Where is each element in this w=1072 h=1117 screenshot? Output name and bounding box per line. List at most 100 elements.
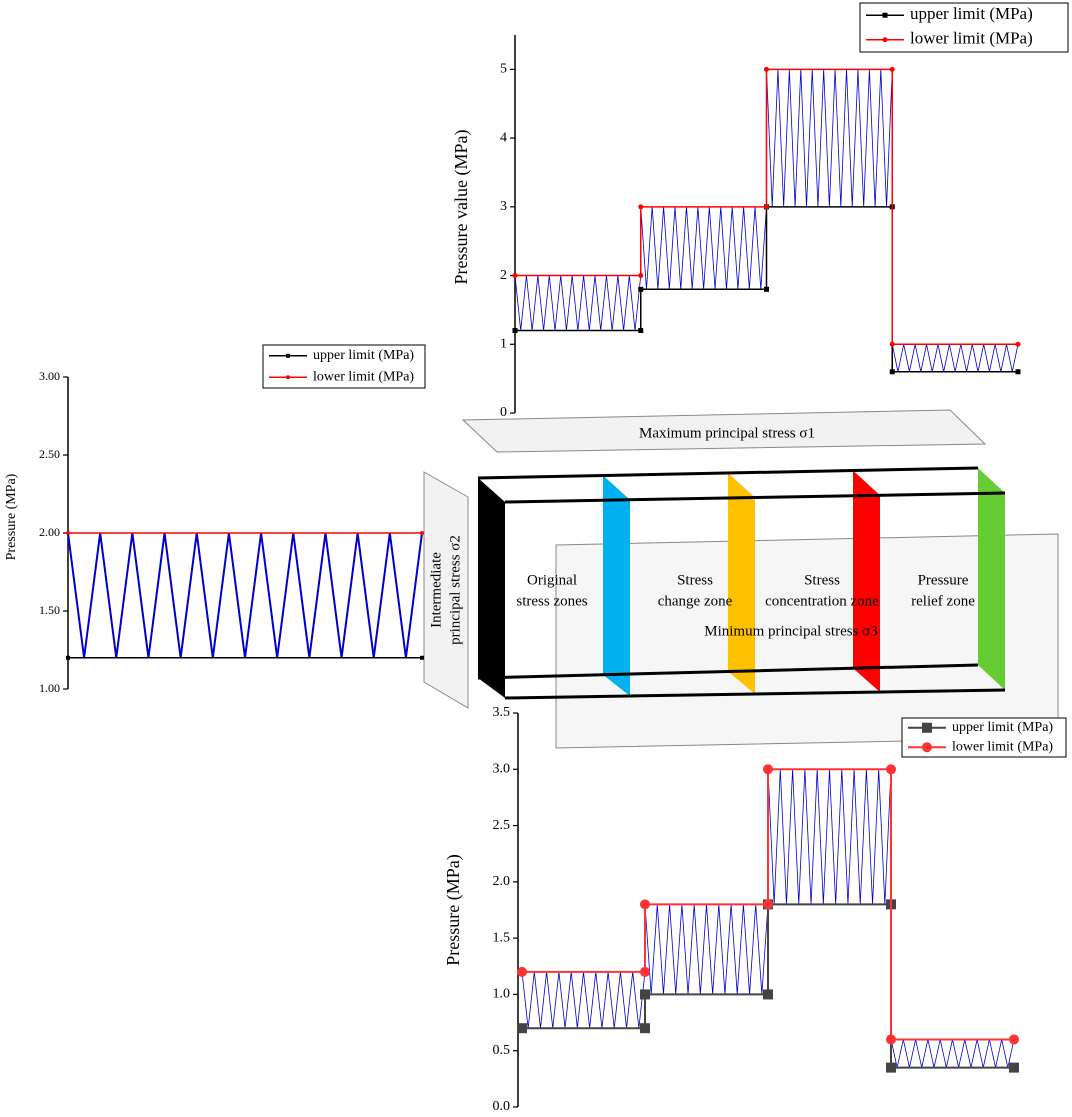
sigma2-label: Intermediate principal stress σ2 bbox=[428, 535, 463, 645]
load-wave bbox=[640, 206, 767, 290]
load-wave bbox=[767, 769, 892, 905]
y-tick-label: 2.5 bbox=[493, 818, 511, 833]
zone-label: concentration zone bbox=[765, 593, 879, 609]
box-edge bbox=[477, 663, 979, 680]
load-wave bbox=[67, 532, 423, 658]
load-wave bbox=[514, 275, 642, 331]
zone-label: Pressure bbox=[918, 572, 969, 588]
rock-box: Original stress zones Stress change zone Str… bbox=[477, 466, 1006, 700]
zone-boundary bbox=[603, 475, 630, 696]
marker bbox=[638, 286, 644, 292]
marker bbox=[886, 764, 896, 775]
load-wave bbox=[891, 344, 1019, 372]
y-tick-label: 3.5 bbox=[493, 705, 511, 720]
y-tick-label: 1.00 bbox=[39, 681, 60, 695]
zone-label: stress zones bbox=[516, 593, 587, 609]
y-tick-label: 2.50 bbox=[39, 447, 60, 461]
series-line bbox=[515, 68, 1018, 346]
zone-label: relief zone bbox=[911, 593, 975, 609]
legend-marker bbox=[882, 37, 888, 43]
legend-marker bbox=[882, 12, 888, 18]
marker bbox=[1009, 1034, 1019, 1045]
marker bbox=[889, 341, 895, 347]
sigma2-line: Intermediate bbox=[428, 552, 444, 628]
marker bbox=[1015, 369, 1021, 375]
load-wave bbox=[521, 971, 646, 1029]
y-tick-label: 3 bbox=[500, 199, 507, 214]
legend-label: lower limit (MPa) bbox=[313, 369, 414, 384]
y-tick-label: 3.0 bbox=[493, 762, 511, 777]
legend-label: upper limit (MPa) bbox=[952, 720, 1053, 735]
y-tick-label: 1.50 bbox=[39, 603, 60, 617]
y-tick-label: 3.00 bbox=[39, 369, 60, 383]
marker bbox=[640, 966, 650, 977]
marker bbox=[66, 655, 70, 660]
marker bbox=[638, 273, 644, 279]
marker bbox=[640, 989, 650, 1000]
series-line bbox=[522, 768, 1014, 1041]
marker bbox=[420, 655, 424, 660]
chart: 1.00 1.50 2.00 2.50 3.00 Pressure (MPa) upper … bbox=[4, 344, 426, 695]
marker bbox=[517, 1023, 527, 1034]
legend-label: lower limit (MPa) bbox=[910, 29, 1033, 48]
zone-boundary bbox=[978, 468, 1005, 690]
load-wave bbox=[644, 904, 769, 995]
marker bbox=[886, 1034, 896, 1045]
y-tick-label: 0.5 bbox=[493, 1043, 511, 1058]
marker bbox=[764, 204, 769, 210]
series-line bbox=[522, 903, 1014, 1069]
y-tick-label: 0.0 bbox=[493, 1099, 511, 1114]
front-face bbox=[478, 478, 505, 698]
box-edge bbox=[477, 466, 979, 480]
marker bbox=[638, 328, 644, 334]
y-tick-label: 1.0 bbox=[493, 987, 511, 1002]
marker bbox=[640, 1023, 650, 1034]
load-wave bbox=[890, 1039, 1015, 1068]
marker bbox=[66, 531, 70, 535]
sigma1-plane bbox=[461, 409, 987, 453]
legend-marker bbox=[922, 742, 932, 753]
zone-boundary bbox=[853, 470, 880, 692]
y-tick-label: 2 bbox=[500, 268, 507, 283]
zone-label: Stress bbox=[677, 572, 713, 588]
sigma3-label: Minimum principal stress σ3 bbox=[704, 623, 878, 639]
y-tick-label: 2.00 bbox=[39, 525, 60, 539]
y-axis-label: Pressure (MPa) bbox=[443, 854, 464, 965]
legend-box bbox=[262, 344, 426, 389]
sigma1-label: Maximum principal stress σ1 bbox=[639, 425, 815, 441]
marker bbox=[763, 899, 773, 910]
marker bbox=[512, 328, 518, 334]
marker bbox=[512, 273, 518, 279]
zone-label: Stress bbox=[804, 572, 840, 588]
legend-label: lower limit (MPa) bbox=[952, 739, 1053, 754]
legend-label: upper limit (MPa) bbox=[313, 348, 414, 363]
legend-marker bbox=[286, 353, 290, 358]
zone-boundary bbox=[728, 473, 755, 694]
marker bbox=[1015, 341, 1021, 347]
marker bbox=[889, 369, 895, 375]
marker bbox=[517, 966, 527, 977]
legend-marker bbox=[922, 722, 932, 733]
y-tick-label: 1 bbox=[500, 336, 507, 351]
y-tick-label: 5 bbox=[500, 62, 507, 77]
legend-label: upper limit (MPa) bbox=[910, 4, 1033, 23]
marker bbox=[763, 764, 773, 775]
zone-label: change zone bbox=[658, 593, 733, 609]
y-tick-label: 2.0 bbox=[493, 874, 511, 889]
marker bbox=[886, 1062, 896, 1073]
sigma2-plane bbox=[423, 471, 469, 709]
zone-label: Original bbox=[527, 572, 577, 588]
legend-marker bbox=[286, 375, 290, 380]
marker bbox=[889, 66, 895, 72]
marker bbox=[763, 989, 773, 1000]
marker bbox=[764, 286, 769, 292]
marker bbox=[420, 531, 424, 535]
y-axis-label: Pressure (MPa) bbox=[4, 473, 19, 560]
chart: 0.0 0.5 1.0 1.5 2.0 2.5 3.0 3.5 Pressure (MPa) up… bbox=[443, 705, 1067, 1114]
y-tick-label: 0 bbox=[500, 405, 507, 420]
chart: 0 1 2 3 4 5 Pressure value (MPa) upper limit (M… bbox=[451, 2, 1069, 420]
marker bbox=[1009, 1062, 1019, 1073]
load-wave bbox=[766, 69, 893, 207]
y-tick-label: 4 bbox=[500, 130, 507, 145]
